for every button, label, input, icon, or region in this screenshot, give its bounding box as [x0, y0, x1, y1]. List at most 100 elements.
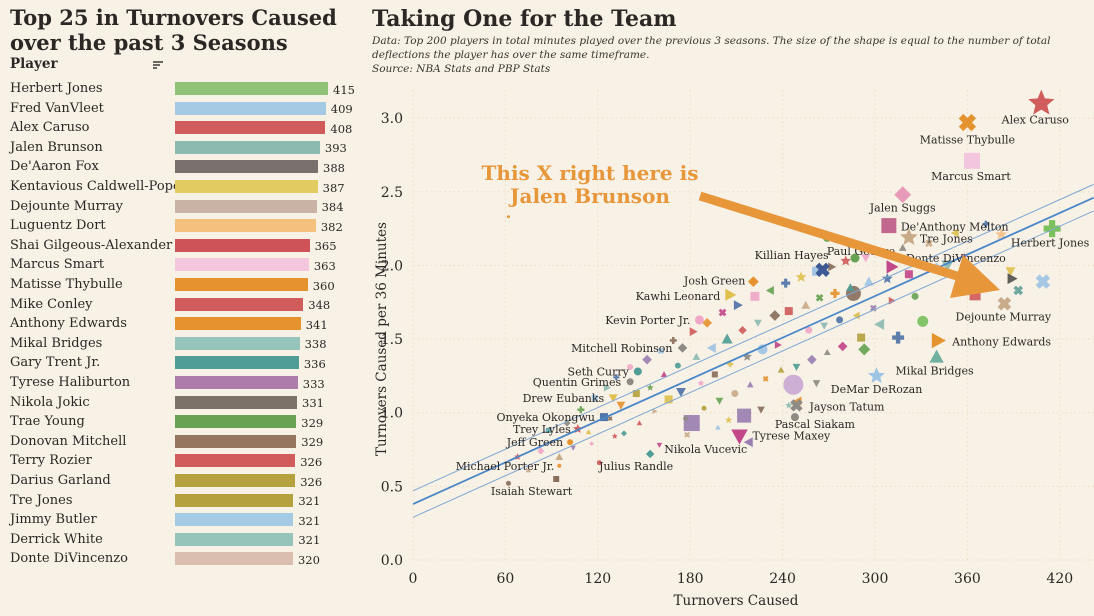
player-bar[interactable] [175, 180, 318, 193]
scatter-point[interactable] [1028, 89, 1055, 115]
scatter-point[interactable] [807, 354, 817, 365]
scatter-point[interactable] [715, 397, 724, 405]
player-bar[interactable] [175, 278, 308, 291]
scatter-point[interactable] [863, 276, 874, 286]
scatter-point[interactable] [882, 273, 893, 284]
scatter-point[interactable] [702, 318, 712, 328]
player-column-header[interactable]: Player [10, 56, 58, 72]
scatter-point[interactable] [660, 371, 668, 378]
scatter-point[interactable] [917, 315, 929, 327]
scatter-point[interactable] [563, 419, 571, 427]
scatter-point[interactable] [692, 352, 701, 360]
scatter-point[interactable] [994, 294, 1014, 314]
scatter-point[interactable] [830, 288, 840, 298]
scatter-point[interactable] [911, 292, 919, 300]
scatter-point[interactable] [812, 259, 833, 280]
player-bar[interactable] [175, 474, 296, 487]
scatter-point[interactable] [506, 215, 510, 219]
scatter-point[interactable] [836, 316, 844, 324]
scatter-point[interactable] [733, 300, 743, 311]
scatter-point[interactable] [850, 253, 860, 263]
scatter-point[interactable] [868, 367, 885, 383]
scatter-point[interactable] [715, 424, 721, 430]
player-bar[interactable] [175, 140, 320, 154]
scatter-point[interactable] [1005, 267, 1016, 277]
scatter-point[interactable] [964, 152, 981, 169]
scatter-point[interactable] [731, 429, 748, 445]
scatter-point[interactable] [811, 266, 821, 276]
scatter-point[interactable] [645, 449, 655, 459]
scatter-point[interactable] [577, 406, 585, 414]
scatter-point[interactable] [589, 441, 595, 447]
scatter-point[interactable] [652, 408, 658, 414]
scatter-point[interactable] [777, 366, 785, 373]
scatter-point[interactable] [1007, 273, 1018, 285]
scatter-point[interactable] [553, 475, 560, 482]
scatter-point[interactable] [596, 460, 602, 466]
scatter-point[interactable] [611, 433, 618, 439]
scatter-point[interactable] [757, 406, 765, 414]
scatter-point[interactable] [814, 292, 825, 303]
scatter-point[interactable] [805, 326, 813, 334]
scatter-point[interactable] [626, 378, 634, 386]
scatter-point[interactable] [1011, 283, 1025, 297]
scatter-point[interactable] [892, 331, 905, 344]
scatter-point[interactable] [701, 405, 707, 411]
scatter-point[interactable] [613, 374, 620, 381]
scatter-point[interactable] [955, 110, 980, 135]
player-bar[interactable] [175, 415, 297, 429]
scatter-point[interactable] [900, 228, 918, 245]
scatter-point[interactable] [761, 375, 769, 383]
scatter-point[interactable] [676, 388, 686, 398]
scatter-point[interactable] [894, 186, 912, 204]
player-bar[interactable] [175, 552, 293, 566]
scatter-point[interactable] [783, 374, 804, 395]
scatter-point[interactable] [603, 383, 611, 392]
scatter-point[interactable] [784, 307, 793, 316]
player-bar[interactable] [175, 434, 297, 448]
scatter-point[interactable] [664, 395, 673, 404]
player-bar[interactable] [175, 317, 301, 331]
scatter-point[interactable] [982, 220, 990, 228]
scatter-point[interactable] [904, 270, 913, 279]
scatter-point[interactable] [881, 218, 897, 234]
player-bar[interactable] [175, 532, 294, 546]
scatter-point[interactable] [743, 437, 753, 448]
scatter-point[interactable] [674, 362, 681, 369]
scatter-point[interactable] [633, 367, 642, 376]
scatter-point[interactable] [747, 276, 759, 288]
scatter-point[interactable] [812, 380, 821, 388]
sort-descending-icon[interactable] [153, 61, 165, 71]
player-bar[interactable] [175, 297, 304, 311]
scatter-point[interactable] [683, 431, 691, 439]
scatter-point[interactable] [636, 420, 643, 426]
scatter-point[interactable] [801, 300, 811, 309]
scatter-point[interactable] [823, 349, 831, 356]
scatter-point[interactable] [929, 349, 944, 363]
player-bar[interactable] [175, 493, 294, 507]
player-bar[interactable] [175, 356, 299, 370]
player-bar[interactable] [175, 376, 298, 389]
scatter-point[interactable] [754, 319, 762, 327]
scatter-point[interactable] [840, 255, 852, 266]
scatter-point[interactable] [750, 291, 760, 301]
scatter-point[interactable] [642, 354, 652, 365]
scatter-point[interactable] [505, 480, 511, 486]
scatter-point[interactable] [721, 333, 733, 344]
scatter-point[interactable] [858, 343, 871, 356]
scatter-point[interactable] [886, 260, 899, 274]
scatter-point[interactable] [711, 371, 718, 378]
scatter-point[interactable] [746, 381, 754, 388]
scatter-point[interactable] [694, 315, 704, 325]
player-bar[interactable] [175, 101, 326, 115]
player-bar[interactable] [175, 82, 328, 95]
scatter-point[interactable] [537, 447, 545, 455]
scatter-point[interactable] [557, 463, 562, 468]
scatter-point[interactable] [1032, 271, 1053, 292]
scatter-point[interactable] [931, 332, 946, 349]
player-bar[interactable] [175, 121, 326, 135]
scatter-point[interactable] [785, 401, 793, 409]
scatter-point[interactable] [725, 416, 733, 424]
scatter-point[interactable] [697, 379, 705, 387]
scatter-point[interactable] [790, 413, 799, 422]
